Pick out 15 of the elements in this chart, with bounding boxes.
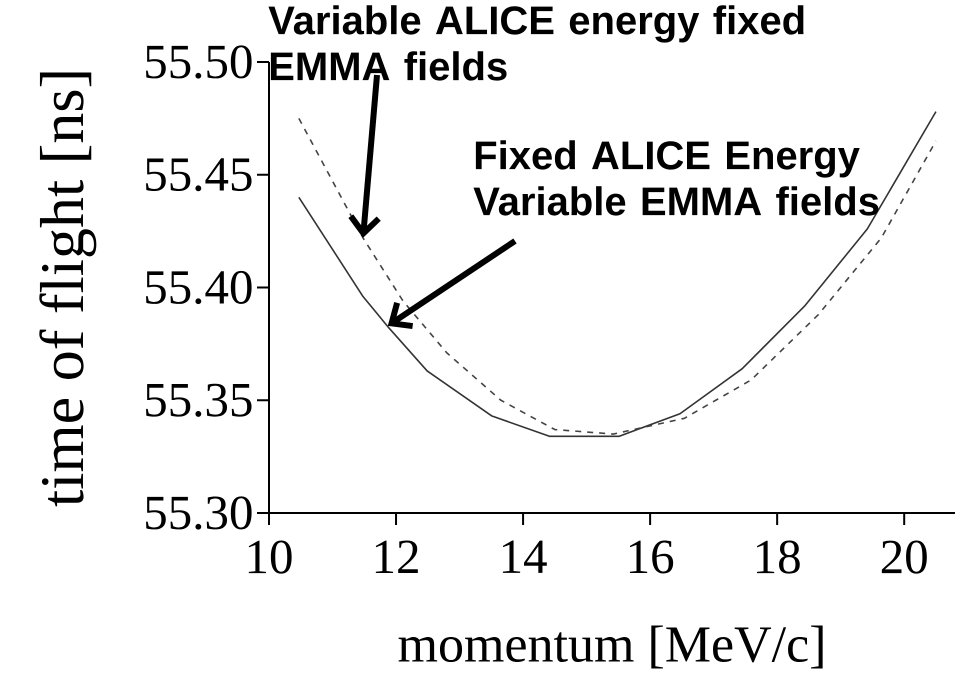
- y-axis-title: time of flight [ns]: [39, 72, 96, 506]
- x-tick-label: 14: [502, 540, 547, 573]
- y-tick-label: 55.30: [146, 496, 252, 530]
- y-tick-label: 55.50: [146, 45, 252, 79]
- y-tick-label: 55.45: [146, 158, 252, 192]
- annotation: Fixed ALICE Energy Variable EMMA fields: [473, 140, 878, 216]
- x-tick-label: 10: [248, 540, 292, 574]
- x-tick-label: 12: [376, 540, 418, 573]
- y-tick-label: 55.35: [146, 384, 252, 417]
- x-axis-title: momentum [MeV/c]: [398, 625, 823, 669]
- annotation: Variable ALICE energy fixed EMMA fields: [268, 5, 804, 81]
- x-tick-label: 18: [756, 540, 800, 574]
- y-tick-label: 55.40: [146, 270, 252, 304]
- x-tick-label: 16: [630, 540, 674, 574]
- x-tick-label: 20: [882, 540, 927, 574]
